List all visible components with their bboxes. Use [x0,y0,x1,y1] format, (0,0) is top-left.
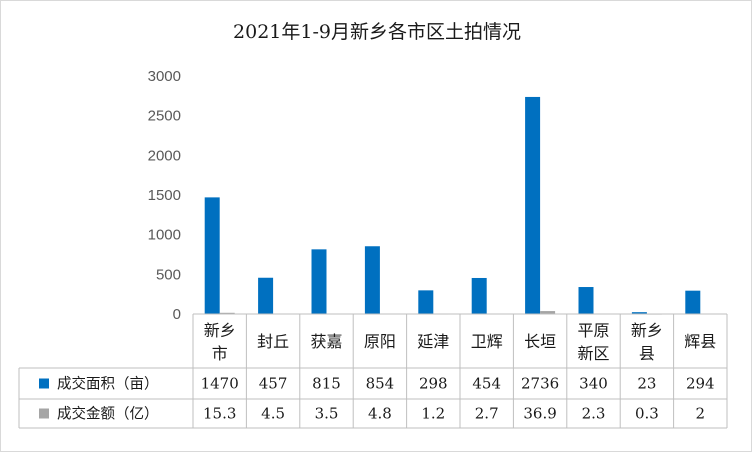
legend-swatch-amount [39,408,49,419]
data-table-cell: 815 [312,375,341,393]
bar-area [311,249,327,314]
data-table-cell: 2 [696,405,706,423]
legend-label-area: 成交面积（亩） [57,375,159,393]
category-label: 新乡 [631,321,663,340]
data-table-cell: 457 [259,375,288,393]
legend-swatch-area [39,378,49,389]
data-table-cell: 36.9 [523,405,556,423]
category-label: 延津 [417,332,449,351]
data-table-cell: 2736 [521,375,559,393]
bar-area [364,246,380,314]
category-label: 辉县 [684,332,716,351]
bar-area [204,197,220,314]
y-tick-label: 500 [156,266,181,283]
bar-amount [219,312,235,314]
data-table-cell: 454 [472,375,501,393]
data-table-cell: 1470 [201,375,239,393]
bar-area [631,312,647,314]
data-table-cell: 2.3 [582,405,606,423]
data-table-cell: 1.2 [421,405,445,423]
data-table-cell: 23 [637,375,656,393]
data-table-cell: 298 [419,375,448,393]
data-table-cell: 294 [686,375,715,393]
bar-area [418,290,434,314]
bar-area [578,287,594,314]
y-tick-label: 3000 [148,68,181,85]
category-label: 平原 [577,321,609,340]
data-table-cell: 15.3 [203,405,236,423]
bar-area [258,277,274,314]
category-label: 县 [639,344,655,363]
y-tick-label: 0 [173,306,181,323]
bar-area [471,277,487,314]
data-table-cell: 4.8 [368,405,392,423]
category-label: 新乡 [204,321,236,340]
category-label: 获嘉 [310,332,342,351]
data-table-cell: 854 [366,375,395,393]
chart-title: 2021年1-9月新乡各市区土拍情况 [233,21,521,43]
bar-area [525,96,541,314]
data-table-cell: 2.7 [475,405,499,423]
category-label: 长垣 [524,332,556,351]
category-label: 封丘 [257,332,289,351]
category-label: 卫辉 [471,332,503,351]
y-tick-label: 2000 [148,147,181,164]
y-tick-label: 2500 [148,108,181,125]
bar-area [685,290,701,314]
data-table-cell: 0.3 [635,405,659,423]
data-table-cell: 3.5 [315,405,339,423]
category-label: 原阳 [364,332,396,351]
y-tick-label: 1500 [148,187,181,204]
data-table-cell: 340 [579,375,608,393]
bar-amount [540,311,556,314]
category-label: 新区 [577,344,609,363]
legend-label-amount: 成交金额（亿） [57,405,159,423]
y-tick-label: 1000 [148,227,181,244]
data-table-cell: 4.5 [261,405,285,423]
category-label: 市 [212,344,228,363]
